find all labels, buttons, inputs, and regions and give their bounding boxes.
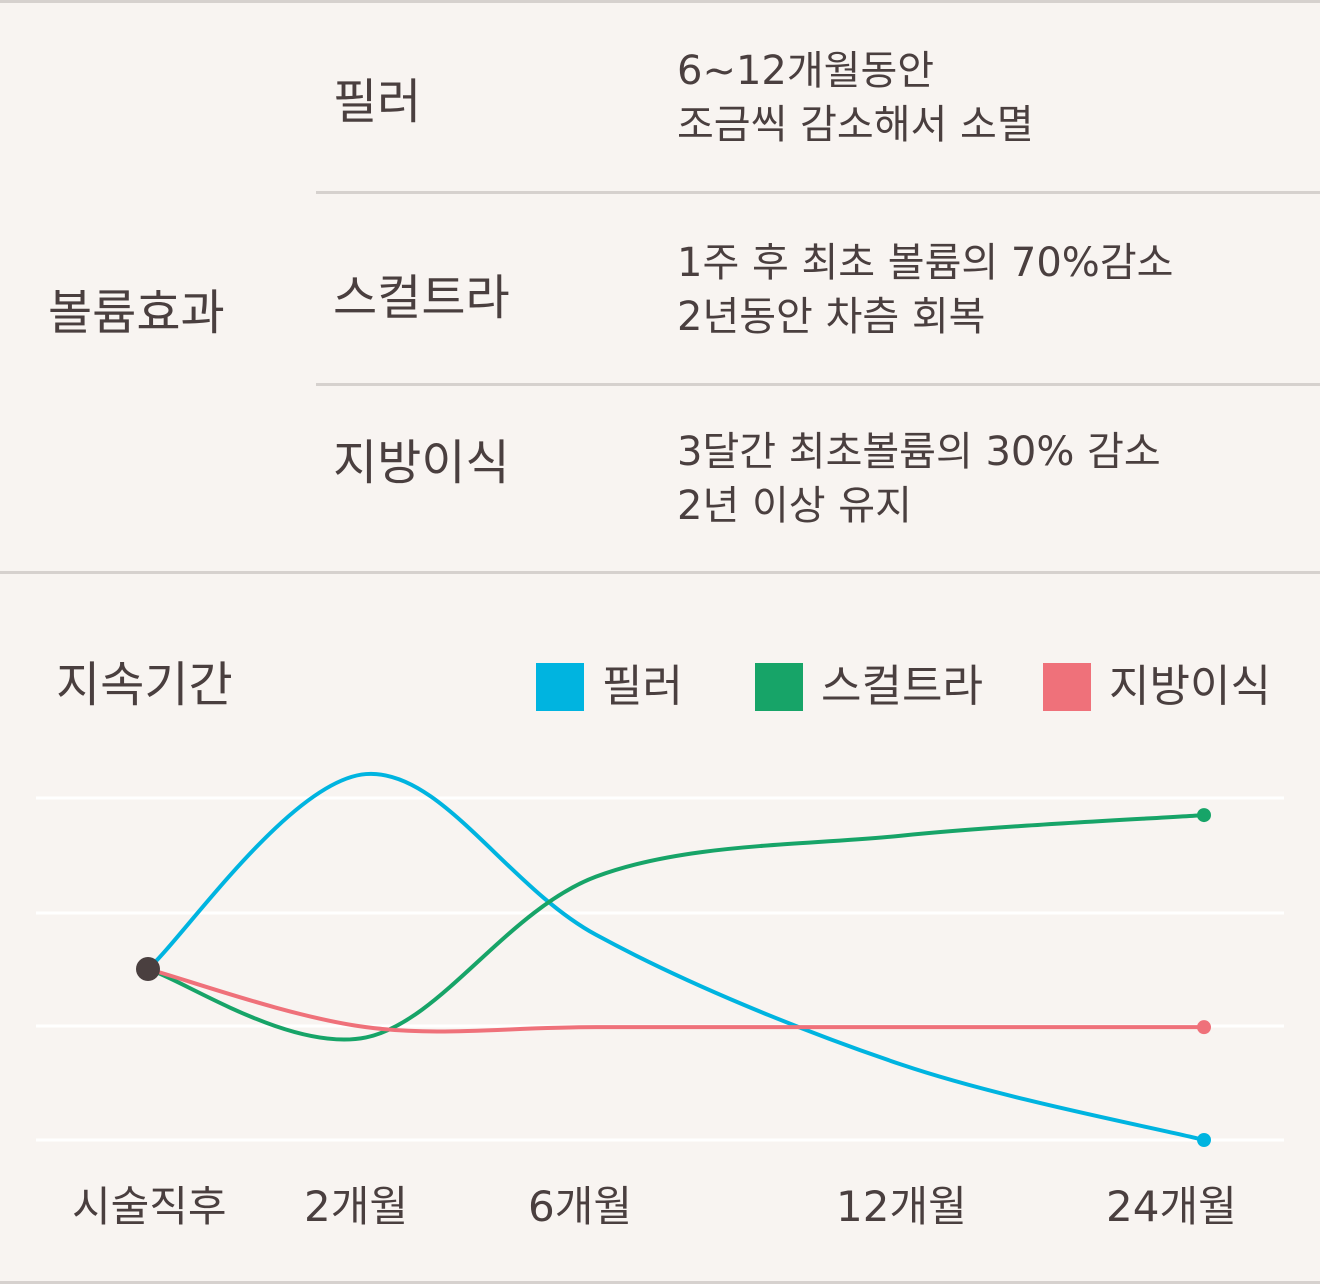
legend-label: 지방이식 xyxy=(1109,661,1271,712)
category-label: 볼륨효과 xyxy=(48,285,225,341)
x-tick-label: 2개월 xyxy=(304,1182,409,1231)
x-tick-label: 6개월 xyxy=(528,1182,633,1231)
series-end-point-sculptra xyxy=(1197,808,1211,823)
legend-label: 필러 xyxy=(602,661,683,712)
row-desc-line: 조금씩 감소해서 소멸 xyxy=(677,102,1034,148)
line-chart xyxy=(36,772,1284,1147)
series-end-point-filler xyxy=(1197,1133,1211,1147)
series-end-point-fat-graft xyxy=(1197,1020,1211,1035)
legend-item-filler: 필러 xyxy=(536,662,683,712)
row-desc-line: 1주 후 최초 볼륨의 70%감소 xyxy=(677,240,1174,286)
section-divider xyxy=(0,571,1320,574)
row-name-filler: 필러 xyxy=(333,74,422,130)
legend-label: 스컬트라 xyxy=(821,661,983,712)
row-desc-line: 2년동안 차츰 회복 xyxy=(677,294,986,340)
bottom-divider xyxy=(0,1281,1320,1284)
row-desc-fat-graft: 3달간 최초볼륨의 30% 감소 2년 이상 유지 xyxy=(677,425,1161,533)
legend-swatch-fat-graft xyxy=(1043,663,1091,711)
top-divider xyxy=(0,0,1320,3)
row-desc-line: 3달간 최초볼륨의 30% 감소 xyxy=(677,429,1161,475)
row-desc-line: 2년 이상 유지 xyxy=(677,483,912,529)
x-tick-label: 24개월 xyxy=(1106,1182,1237,1231)
row-desc-line: 6~12개월동안 xyxy=(677,48,935,94)
legend-swatch-sculptra xyxy=(755,663,803,711)
row-divider xyxy=(316,191,1320,194)
series-line-filler xyxy=(146,772,1206,1142)
legend-item-sculptra: 스컬트라 xyxy=(755,662,983,712)
row-desc-filler: 6~12개월동안 조금씩 감소해서 소멸 xyxy=(677,44,1034,152)
row-divider xyxy=(316,383,1320,386)
row-name-sculptra: 스컬트라 xyxy=(333,270,510,326)
row-name-fat-graft: 지방이식 xyxy=(333,435,510,491)
row-desc-sculptra: 1주 후 최초 볼륨의 70%감소 2년동안 차츰 회복 xyxy=(677,236,1173,344)
series-line-fat-graft xyxy=(146,967,1206,1034)
chart-title: 지속기간 xyxy=(56,657,233,713)
x-tick-label: 12개월 xyxy=(836,1182,967,1231)
legend-swatch-filler xyxy=(536,663,584,711)
x-tick-label: 시술직후 xyxy=(72,1182,227,1231)
origin-point xyxy=(136,957,160,981)
series-line-sculptra xyxy=(146,813,1206,1042)
legend-item-fat-graft: 지방이식 xyxy=(1043,662,1271,712)
